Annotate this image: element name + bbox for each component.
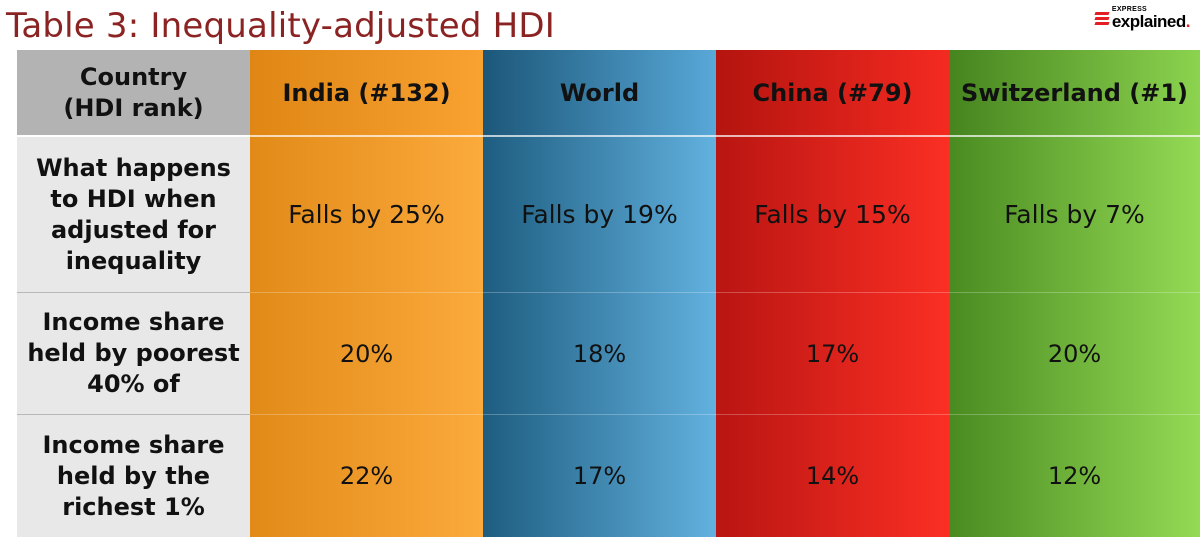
column-header-switzerland: Switzerland (#1): [949, 50, 1200, 137]
row-label-line: held by poorest: [27, 339, 240, 367]
row-label-richest-1: Income share held by the richest 1%: [17, 415, 250, 537]
row-label-line: Income share: [42, 430, 225, 459]
table-cell: Falls by 19%: [483, 137, 716, 293]
row-label-line: 40% of: [87, 370, 180, 398]
table-cell: 20%: [949, 293, 1200, 415]
row-label-line: Income share: [42, 308, 225, 336]
row-label-line: to HDI when: [50, 184, 217, 213]
column-header-world: World: [483, 50, 716, 137]
table-cell: 18%: [483, 293, 716, 415]
table-cell: 12%: [949, 415, 1200, 537]
header-label-cell: Country (HDI rank): [17, 50, 250, 137]
hdi-table: Country (HDI rank) India (#132) World Ch…: [17, 50, 1200, 537]
express-explained-logo: EXPRESS explained.: [1094, 6, 1191, 31]
row-label-line: held by the: [56, 461, 211, 490]
row-label-line: richest 1%: [62, 492, 205, 521]
table-cell: 17%: [716, 293, 949, 415]
table-cell: 17%: [483, 415, 716, 537]
table-cell: Falls by 7%: [949, 137, 1200, 293]
table-cell: 14%: [716, 415, 949, 537]
table-cell: Falls by 15%: [716, 137, 949, 293]
express-logo-icon: [1094, 11, 1110, 25]
column-header-india: India (#132): [250, 50, 483, 137]
page-title: Table 3: Inequality-adjusted HDI: [6, 6, 556, 46]
row-label-line: What happens: [36, 153, 231, 182]
table-cell: 22%: [250, 415, 483, 537]
row-label-hdi-adjustment: What happens to HDI when adjusted for in…: [17, 137, 250, 293]
table-cell: 20%: [250, 293, 483, 415]
logo-express-text: EXPRESS: [1111, 6, 1148, 13]
logo-explained-text: explained.: [1111, 12, 1191, 31]
table-cell: Falls by 25%: [250, 137, 483, 293]
column-header-china: China (#79): [716, 50, 949, 137]
row-label-line: inequality: [65, 246, 202, 275]
header-label-line: Country: [79, 62, 188, 91]
row-label-line: adjusted for: [50, 215, 217, 244]
header-label-line: (HDI rank): [63, 93, 204, 122]
row-label-poorest-40: Income share held by poorest 40% of: [17, 293, 250, 415]
